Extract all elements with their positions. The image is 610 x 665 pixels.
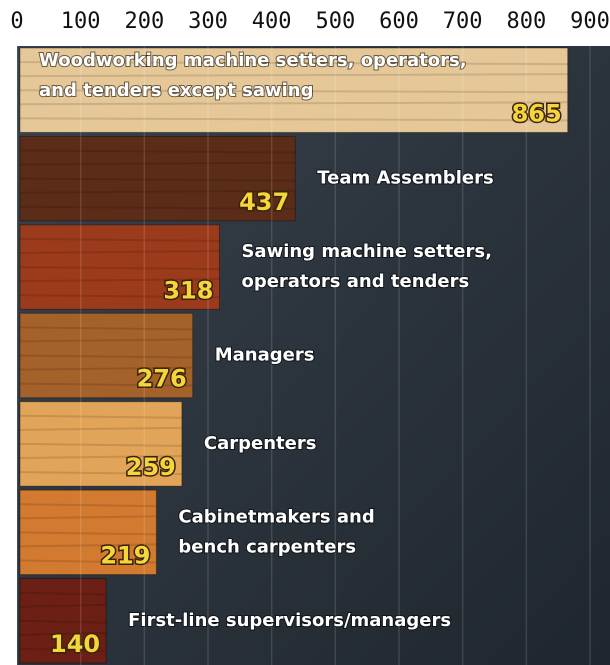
category-label: bench carpenters <box>178 536 356 557</box>
x-tick-label: 200 <box>124 9 164 34</box>
x-tick-label: 0 <box>10 9 23 34</box>
value-label: 318 <box>163 276 213 304</box>
category-label: Woodworking machine setters, operators, <box>39 50 467 71</box>
value-label: 140 <box>50 630 100 658</box>
value-label: 259 <box>126 453 176 481</box>
category-label: Managers <box>215 345 315 366</box>
category-label: operators and tenders <box>241 271 469 292</box>
x-tick-label: 600 <box>379 9 419 34</box>
category-label: Carpenters <box>204 433 317 454</box>
x-tick-label: 800 <box>506 9 546 34</box>
x-tick-label: 500 <box>315 9 355 34</box>
category-label: Team Assemblers <box>317 168 493 189</box>
value-label: 865 <box>512 99 562 127</box>
value-label: 219 <box>100 542 150 570</box>
x-tick-label: 300 <box>188 9 228 34</box>
value-label: 437 <box>239 188 289 216</box>
x-tick-label: 700 <box>443 9 483 34</box>
x-tick-label: 400 <box>252 9 292 34</box>
x-tick-label: 900 <box>570 9 610 34</box>
category-label: Sawing machine setters, <box>241 241 492 262</box>
x-tick-label: 100 <box>61 9 101 34</box>
category-label: First-line supervisors/managers <box>128 610 451 631</box>
chart: 0 100 200 300 400 500 600 700 800 900 865 Woodworki… <box>0 0 610 665</box>
